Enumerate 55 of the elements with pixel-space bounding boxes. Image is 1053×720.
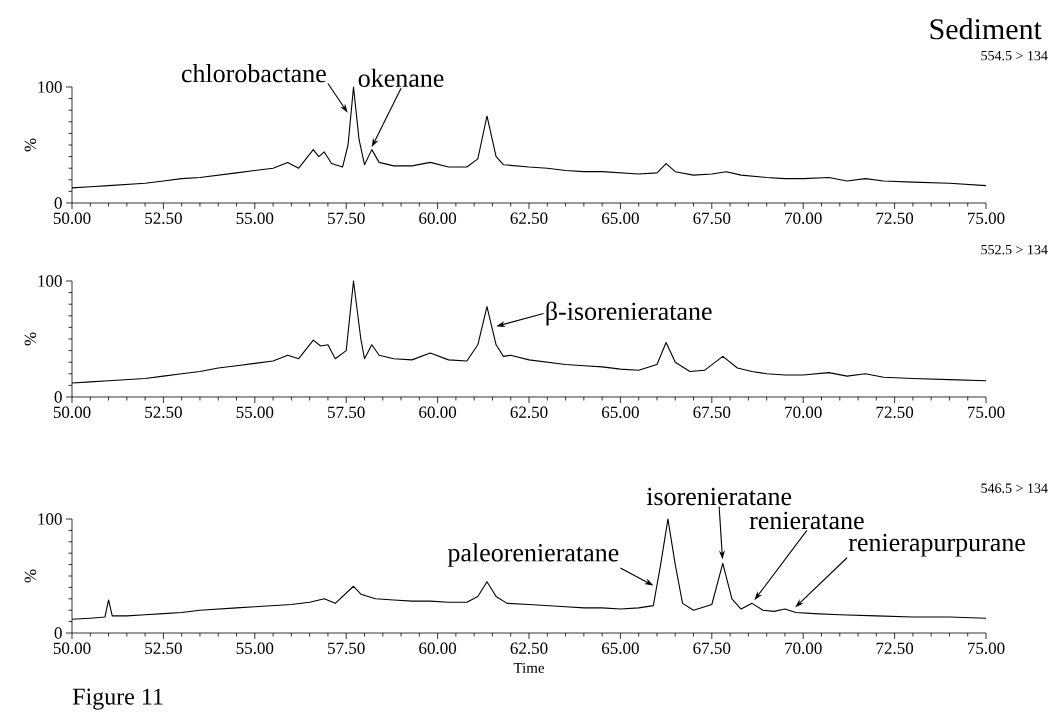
x-tick-label: 65.00 [602,406,639,419]
x-tick-label: 62.50 [510,212,548,225]
x-tick-label: 57.50 [328,642,365,655]
x-tick-label: 52.50 [145,406,182,419]
annotation: isorenieratane [646,487,792,506]
y-axis-title: % [24,569,37,583]
x-tick-label: 50.00 [53,406,91,419]
caption: Figure 11 [72,688,163,710]
annotation: renieratane [749,511,864,530]
x-tick-label: 50.00 [53,212,91,225]
text: 546.5 > 134 [981,483,1048,493]
x-tick-label: 60.00 [419,406,457,419]
x-tick-label: 62.50 [510,642,548,655]
text: 554.5 > 134 [981,50,1048,61]
x-tick-label: 57.50 [328,406,365,419]
x-tick-label: 52.50 [145,642,182,655]
y-tick-label: 100 [38,275,62,287]
x-tick-label: 67.50 [693,406,731,419]
x-tick-label: 67.50 [693,212,731,225]
text: 552.5 > 134 [981,244,1048,255]
x-tick-label: 57.50 [328,212,365,225]
y-axis-title: % [24,332,37,346]
x-tick-label: 70.00 [785,212,822,225]
annotation: okenane [358,68,444,87]
x-tick-label: 70.00 [785,406,822,419]
x-tick-label: 55.00 [236,642,274,655]
x-tick-label: 55.00 [236,212,274,225]
y-axis-title: % [24,138,37,152]
x-tick-label: 52.50 [145,212,182,225]
x-tick-label: 65.00 [602,212,639,225]
x-tick-label: 60.00 [419,212,457,225]
x-tick-label: 62.50 [510,406,548,419]
y-tick-label: 100 [38,81,62,93]
x-tick-label: 50.00 [53,642,91,655]
x-tick-label: 75.00 [968,212,1005,225]
y-tick-label: 0 [54,391,62,403]
x-tick-label: 72.50 [876,642,914,655]
x-tick-label: 55.00 [236,406,274,419]
x-tick-label: 70.00 [785,642,822,655]
chart-title: Sediment [930,18,1042,40]
x-tick-label: 72.50 [876,406,914,419]
annotation: β-isorenieratane [546,301,712,326]
x-axis-title: Time [513,662,545,673]
annotation: renierapurpurane [848,533,1025,557]
y-tick-label: 0 [54,197,62,209]
x-tick-label: 67.50 [693,642,731,655]
annotation: chlorobactane [181,64,326,83]
x-tick-label: 65.00 [602,642,639,655]
x-tick-label: 75.00 [968,642,1005,655]
y-tick-label: 0 [54,627,62,639]
x-tick-label: 60.00 [419,642,457,655]
y-tick-label: 100 [38,513,62,525]
annotation: paleorenieratane [447,543,619,567]
x-tick-label: 72.50 [876,212,914,225]
x-tick-label: 75.00 [968,406,1005,419]
